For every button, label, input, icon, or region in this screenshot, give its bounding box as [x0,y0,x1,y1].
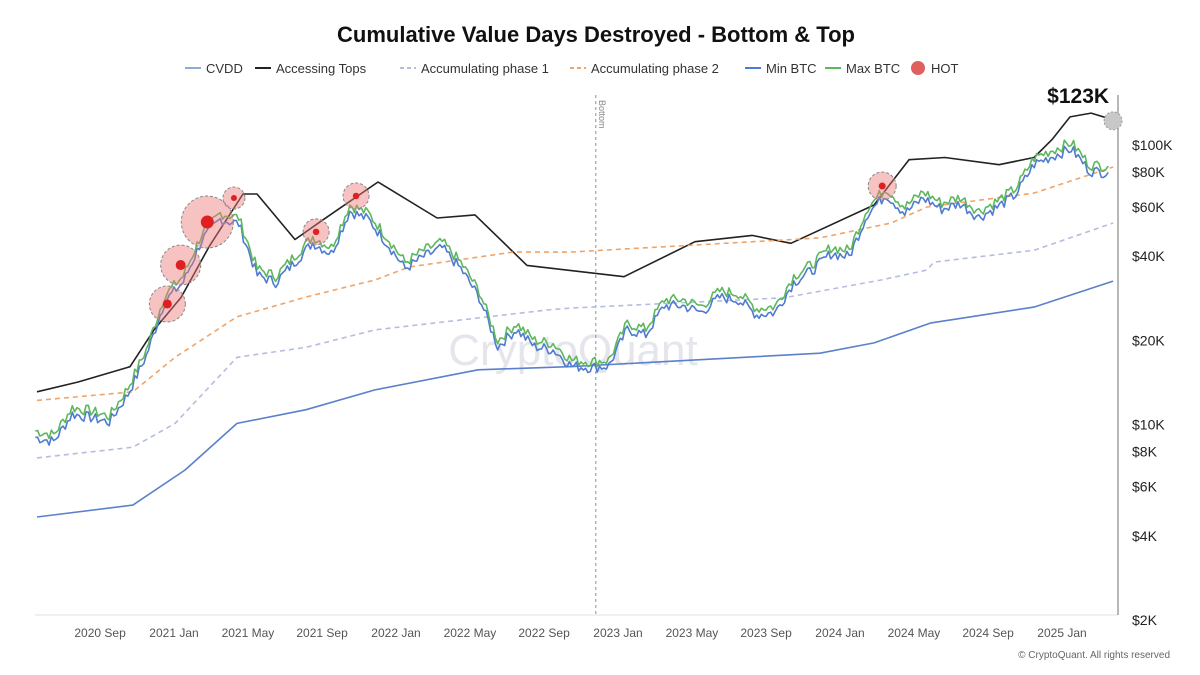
max-btc-line [35,139,1109,440]
legend-item[interactable]: Accumulating phase 1 [400,61,549,76]
hot-point [342,182,370,210]
accumulating-phase-1-line [36,222,1114,459]
legend-item[interactable]: HOT [911,61,959,76]
legend-item[interactable]: Accessing Tops [255,61,367,76]
hot-point [180,195,234,249]
top-callout-marker [1103,111,1123,131]
accessing-tops-line [36,112,1114,393]
hot-point [867,171,897,201]
x-axis-ticks: 2020 Sep 2021 Jan 2021 May 2021 Sep 2022 Jan… [74,626,1086,640]
x-tick-label: 2021 Sep [296,626,348,640]
legend-label: CVDD [206,61,243,76]
x-tick-label: 2025 Jan [1037,626,1086,640]
x-tick-label: 2024 Sep [962,626,1014,640]
y-tick-label: $8K [1132,444,1158,460]
y-tick-label: $6K [1132,479,1158,495]
y-tick-label: $2K [1132,612,1158,628]
y-tick-label: $10K [1132,417,1165,433]
cvdd-line [36,280,1114,518]
y-tick-label: $80K [1132,164,1165,180]
legend: CVDD Accessing Tops Accumulating phase 1 Ac… [185,61,959,76]
hot-point [302,218,330,246]
series-lines [35,112,1114,518]
copyright-footer: © CryptoQuant. All rights reserved [1018,650,1170,661]
hot-dot [878,182,886,190]
x-tick-label: 2024 May [888,626,941,640]
x-tick-label: 2021 Jan [149,626,198,640]
legend-item[interactable]: Accumulating phase 2 [570,61,719,76]
x-tick-label: 2021 May [222,626,275,640]
hot-dot [200,215,214,229]
hot-dot [352,192,360,200]
hot-dot [162,299,172,309]
hot-point [222,186,246,210]
x-tick-label: 2023 May [666,626,719,640]
hot-dot [175,260,186,271]
bottom-marker-label: Bottom [597,100,607,129]
x-tick-label: 2022 May [444,626,497,640]
hot-dot [312,228,320,236]
hot-dot [230,195,237,202]
hot-points [148,171,897,323]
legend-label: Accumulating phase 1 [421,61,549,76]
y-tick-label: $4K [1132,528,1158,544]
legend-label: Min BTC [766,61,817,76]
x-tick-label: 2022 Sep [518,626,570,640]
legend-label: Max BTC [846,61,900,76]
chart-title: Cumulative Value Days Destroyed - Bottom… [337,22,855,47]
accumulating-phase-2-line [36,166,1114,402]
hot-point [148,285,186,323]
legend-item[interactable]: Min BTC [745,61,817,76]
legend-item[interactable]: CVDD [185,61,243,76]
legend-label: Accessing Tops [276,61,367,76]
hot-legend-icon [911,61,925,75]
min-btc-line [35,145,1109,446]
y-tick-label: $60K [1132,199,1165,215]
x-tick-label: 2023 Jan [593,626,642,640]
legend-label: Accumulating phase 2 [591,61,719,76]
watermark: CryptoQuant [448,326,697,375]
x-tick-label: 2020 Sep [74,626,126,640]
legend-label: HOT [931,61,959,76]
legend-item[interactable]: Max BTC [825,61,900,76]
x-tick-label: 2022 Jan [371,626,420,640]
x-tick-label: 2023 Sep [740,626,792,640]
top-callout-label: $123K [1047,85,1109,108]
y-tick-label: $20K [1132,332,1165,348]
y-axis-ticks: $2K $4K $6K $8K $10K $20K $40K $60K $80K $100K [1132,137,1173,628]
hot-point [160,244,202,286]
x-tick-label: 2024 Jan [815,626,864,640]
bottom-marker: Bottom [595,95,607,615]
y-tick-label: $40K [1132,248,1165,264]
y-tick-label: $100K [1132,137,1173,153]
